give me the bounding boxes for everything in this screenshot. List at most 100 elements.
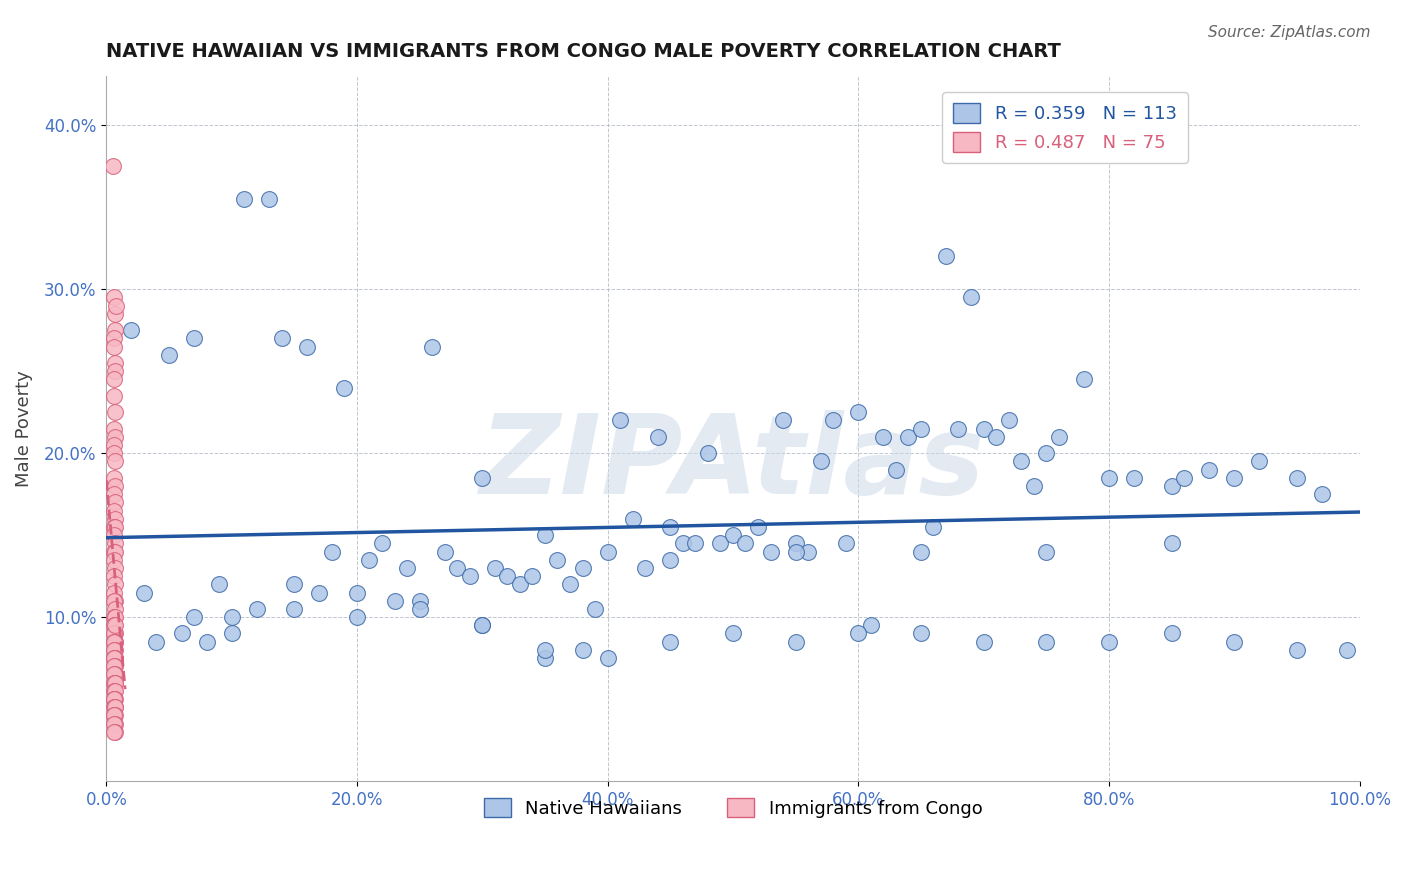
Point bbox=[1285, 471, 1308, 485]
Point bbox=[785, 536, 807, 550]
Point bbox=[846, 626, 869, 640]
Point bbox=[371, 536, 394, 550]
Point bbox=[1035, 446, 1057, 460]
Point bbox=[997, 413, 1019, 427]
Point bbox=[1035, 544, 1057, 558]
Point bbox=[246, 602, 269, 616]
Point bbox=[321, 544, 343, 558]
Point bbox=[104, 561, 127, 575]
Point bbox=[846, 405, 869, 419]
Point bbox=[104, 675, 127, 690]
Point bbox=[104, 675, 127, 690]
Point bbox=[283, 602, 305, 616]
Point bbox=[672, 536, 695, 550]
Point bbox=[897, 430, 920, 444]
Point bbox=[104, 577, 127, 591]
Point bbox=[1035, 634, 1057, 648]
Point bbox=[103, 708, 125, 723]
Point bbox=[973, 421, 995, 435]
Point bbox=[420, 340, 443, 354]
Point bbox=[384, 593, 406, 607]
Point bbox=[103, 683, 125, 698]
Point bbox=[534, 528, 557, 542]
Point bbox=[103, 471, 125, 485]
Point bbox=[104, 544, 127, 558]
Point bbox=[103, 438, 125, 452]
Point bbox=[195, 634, 218, 648]
Point bbox=[103, 708, 125, 723]
Point bbox=[685, 536, 707, 550]
Point bbox=[104, 512, 127, 526]
Point bbox=[659, 520, 682, 534]
Point bbox=[103, 692, 125, 706]
Point bbox=[571, 643, 593, 657]
Point bbox=[1047, 430, 1070, 444]
Point bbox=[103, 593, 125, 607]
Point bbox=[659, 634, 682, 648]
Point bbox=[948, 421, 970, 435]
Point bbox=[759, 544, 782, 558]
Point bbox=[471, 618, 494, 632]
Point bbox=[747, 520, 769, 534]
Point bbox=[534, 643, 557, 657]
Point bbox=[104, 643, 127, 657]
Point bbox=[522, 569, 544, 583]
Point bbox=[104, 724, 127, 739]
Point bbox=[104, 495, 127, 509]
Point bbox=[1160, 626, 1182, 640]
Point bbox=[647, 430, 669, 444]
Point bbox=[183, 331, 205, 345]
Point bbox=[103, 389, 125, 403]
Point bbox=[103, 503, 125, 517]
Point bbox=[935, 250, 957, 264]
Point bbox=[104, 323, 127, 337]
Point bbox=[346, 610, 368, 624]
Point bbox=[458, 569, 481, 583]
Point bbox=[973, 634, 995, 648]
Point bbox=[534, 651, 557, 665]
Point bbox=[910, 544, 932, 558]
Point bbox=[157, 348, 180, 362]
Point bbox=[103, 610, 125, 624]
Point bbox=[103, 643, 125, 657]
Point bbox=[1336, 643, 1358, 657]
Point bbox=[984, 430, 1007, 444]
Point bbox=[221, 610, 243, 624]
Point bbox=[103, 446, 125, 460]
Point bbox=[257, 192, 280, 206]
Point bbox=[104, 634, 127, 648]
Point bbox=[104, 683, 127, 698]
Point bbox=[103, 634, 125, 648]
Point bbox=[104, 364, 127, 378]
Point bbox=[1249, 454, 1271, 468]
Point bbox=[621, 512, 644, 526]
Point bbox=[709, 536, 731, 550]
Point bbox=[1122, 471, 1144, 485]
Point bbox=[960, 290, 983, 304]
Point bbox=[104, 716, 127, 731]
Point bbox=[1160, 536, 1182, 550]
Point bbox=[145, 634, 167, 648]
Point bbox=[609, 413, 631, 427]
Point bbox=[104, 708, 127, 723]
Point bbox=[721, 528, 744, 542]
Point bbox=[103, 634, 125, 648]
Point bbox=[103, 626, 125, 640]
Point bbox=[103, 331, 125, 345]
Point bbox=[333, 381, 356, 395]
Point bbox=[596, 651, 619, 665]
Point bbox=[104, 700, 127, 714]
Point bbox=[884, 462, 907, 476]
Point bbox=[546, 552, 568, 566]
Point bbox=[104, 651, 127, 665]
Point bbox=[104, 610, 127, 624]
Point bbox=[295, 340, 318, 354]
Point bbox=[484, 561, 506, 575]
Point bbox=[721, 626, 744, 640]
Point bbox=[103, 692, 125, 706]
Point bbox=[233, 192, 256, 206]
Point bbox=[208, 577, 231, 591]
Point bbox=[104, 602, 127, 616]
Point bbox=[104, 634, 127, 648]
Point bbox=[103, 487, 125, 501]
